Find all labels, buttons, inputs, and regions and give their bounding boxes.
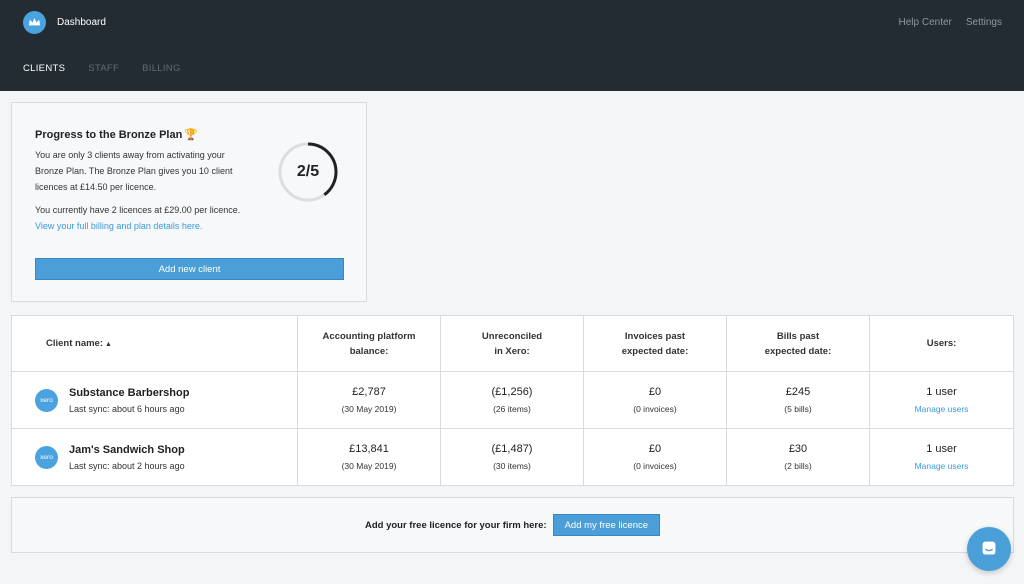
tab-billing[interactable]: BILLING bbox=[142, 63, 181, 74]
header-client-name[interactable]: Client name: ▲ bbox=[11, 315, 298, 372]
xero-icon: xero bbox=[35, 388, 58, 412]
plan-current-licences: You currently have 2 licences at £29.00 … bbox=[35, 205, 241, 215]
unreconciled-cell: (£1,256) (26 items) bbox=[440, 371, 584, 429]
users-cell: 1 user Manage users bbox=[869, 371, 1014, 429]
balance-cell: £13,841 (30 May 2019) bbox=[297, 428, 441, 486]
free-licence-label: Add your free licence for your firm here… bbox=[364, 519, 547, 531]
add-new-client-button[interactable]: Add new client bbox=[35, 258, 344, 280]
sort-up-icon[interactable]: ▲ bbox=[105, 340, 112, 348]
app-title[interactable]: Dashboard bbox=[57, 17, 106, 28]
invoices-cell: £0 (0 invoices) bbox=[583, 428, 727, 486]
billing-details-link[interactable]: View your full billing and plan details … bbox=[35, 221, 203, 231]
unreconciled-cell: (£1,487) (30 items) bbox=[440, 428, 584, 486]
tab-staff[interactable]: STAFF bbox=[88, 63, 120, 74]
client-name[interactable]: Jam's Sandwich Shop bbox=[69, 443, 185, 456]
plan-progress-card: Progress to the Bronze Plan 🏆 You are onl… bbox=[11, 102, 367, 302]
manage-users-link[interactable]: Manage users bbox=[914, 404, 969, 414]
balance-cell: £2,787 (30 May 2019) bbox=[297, 371, 441, 429]
tab-clients[interactable]: CLIENTS bbox=[23, 63, 66, 74]
table-row: xero Jam's Sandwich Shop Last sync: abou… bbox=[11, 428, 1014, 486]
add-free-licence-button[interactable]: Add my free licence bbox=[552, 514, 661, 536]
plan-title: Progress to the Bronze Plan 🏆 bbox=[35, 129, 199, 141]
clients-table: Client name: ▲ Accounting platform balanc… bbox=[11, 315, 1014, 486]
free-licence-card: Add your free licence for your firm here… bbox=[11, 497, 1014, 553]
table-header-row: Client name: ▲ Accounting platform balanc… bbox=[11, 315, 1014, 372]
users-cell: 1 user Manage users bbox=[869, 428, 1014, 486]
progress-ring bbox=[278, 142, 338, 202]
table-row: xero Substance Barbershop Last sync: abo… bbox=[11, 371, 1014, 429]
progress-label: 2/5 bbox=[296, 163, 320, 180]
client-cell: xero Substance Barbershop Last sync: abo… bbox=[11, 371, 298, 429]
header-bills: Bills past expected date: bbox=[726, 315, 870, 372]
header-unreconciled: Unreconciled in Xero: bbox=[440, 315, 584, 372]
plan-description: You are only 3 clients away from activat… bbox=[35, 150, 233, 192]
top-links: Help Center Settings bbox=[899, 17, 1003, 28]
client-name[interactable]: Substance Barbershop bbox=[69, 386, 190, 399]
header-balance: Accounting platform balance: bbox=[297, 315, 441, 372]
crown-icon[interactable] bbox=[23, 11, 46, 34]
help-center-link[interactable]: Help Center bbox=[898, 17, 952, 28]
header-users: Users: bbox=[869, 315, 1014, 372]
main-tabs: CLIENTS STAFF BILLING bbox=[23, 63, 181, 74]
bills-cell: £245 (5 bills) bbox=[726, 371, 870, 429]
invoices-cell: £0 (0 invoices) bbox=[583, 371, 727, 429]
header-invoices: Invoices past expected date: bbox=[583, 315, 727, 372]
last-sync: Last sync: about 6 hours ago bbox=[69, 403, 185, 414]
chat-icon[interactable] bbox=[967, 527, 1011, 571]
manage-users-link[interactable]: Manage users bbox=[914, 461, 969, 471]
client-cell: xero Jam's Sandwich Shop Last sync: abou… bbox=[11, 428, 298, 486]
settings-link[interactable]: Settings bbox=[965, 17, 1002, 28]
bills-cell: £30 (2 bills) bbox=[726, 428, 870, 486]
last-sync: Last sync: about 2 hours ago bbox=[69, 460, 185, 471]
trophy-icon: 🏆 bbox=[184, 129, 199, 141]
xero-icon: xero bbox=[35, 445, 58, 469]
top-bar: Dashboard Help Center Settings CLIENTS S… bbox=[0, 0, 1024, 91]
